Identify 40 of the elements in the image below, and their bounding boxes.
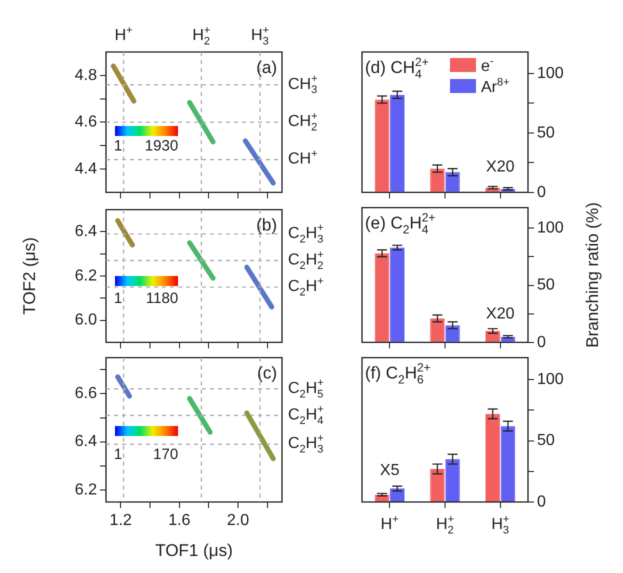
- y-tick-label: 6.2: [74, 481, 98, 498]
- y-tick-label: 0: [537, 334, 546, 351]
- annotation: X20: [486, 306, 515, 323]
- annotation: 1180: [146, 290, 178, 308]
- chart-title: (c): [257, 364, 278, 383]
- legend-label: e-: [481, 55, 494, 75]
- y-tick-label: 100: [537, 220, 564, 237]
- y-axis-title: TOF2 (μs): [20, 236, 40, 317]
- x-tick-label: 1.2: [110, 512, 132, 530]
- y-tick-label: 100: [537, 64, 564, 82]
- annotation: X20: [486, 158, 515, 176]
- x-axis-title: TOF1 (μs): [154, 541, 234, 561]
- x-tick-label: H+: [380, 513, 399, 533]
- y-tick-label: 50: [537, 432, 555, 450]
- y-tick-label: 4.4: [74, 160, 98, 178]
- y-tick-label: 50: [537, 124, 555, 142]
- annotation: 1: [114, 138, 122, 155]
- chart-title: (b): [256, 216, 278, 235]
- y-tick-label: 4.8: [74, 66, 98, 84]
- y-tick-label: 6.4: [74, 433, 98, 450]
- y-tick-label: 4.6: [74, 114, 98, 131]
- y-tick-label: 100: [537, 371, 564, 388]
- annotation: 1930: [144, 138, 178, 155]
- y-tick-label: 6.0: [74, 312, 98, 329]
- x-tick-label: 2.0: [226, 512, 250, 530]
- ref-line-label: H+: [114, 24, 133, 44]
- y-tick-label: 6.6: [74, 385, 98, 402]
- annotation: 1: [114, 290, 122, 308]
- annotation: X5: [380, 462, 400, 479]
- y-tick-label: 6.2: [74, 267, 98, 284]
- y-tick-label: 6.4: [74, 223, 98, 240]
- annotation: 1: [114, 446, 122, 463]
- ref-line-label: CH+: [288, 148, 318, 168]
- y-tick-label: 0: [537, 493, 546, 510]
- y-tick-label: 50: [537, 276, 555, 294]
- annotation: 170: [153, 446, 178, 463]
- chart-title: (a): [256, 58, 278, 77]
- x-tick-label: 1.6: [168, 512, 191, 530]
- y-tick-label: 0: [537, 184, 546, 201]
- y-axis-title: Branching ratio (%): [583, 201, 603, 350]
